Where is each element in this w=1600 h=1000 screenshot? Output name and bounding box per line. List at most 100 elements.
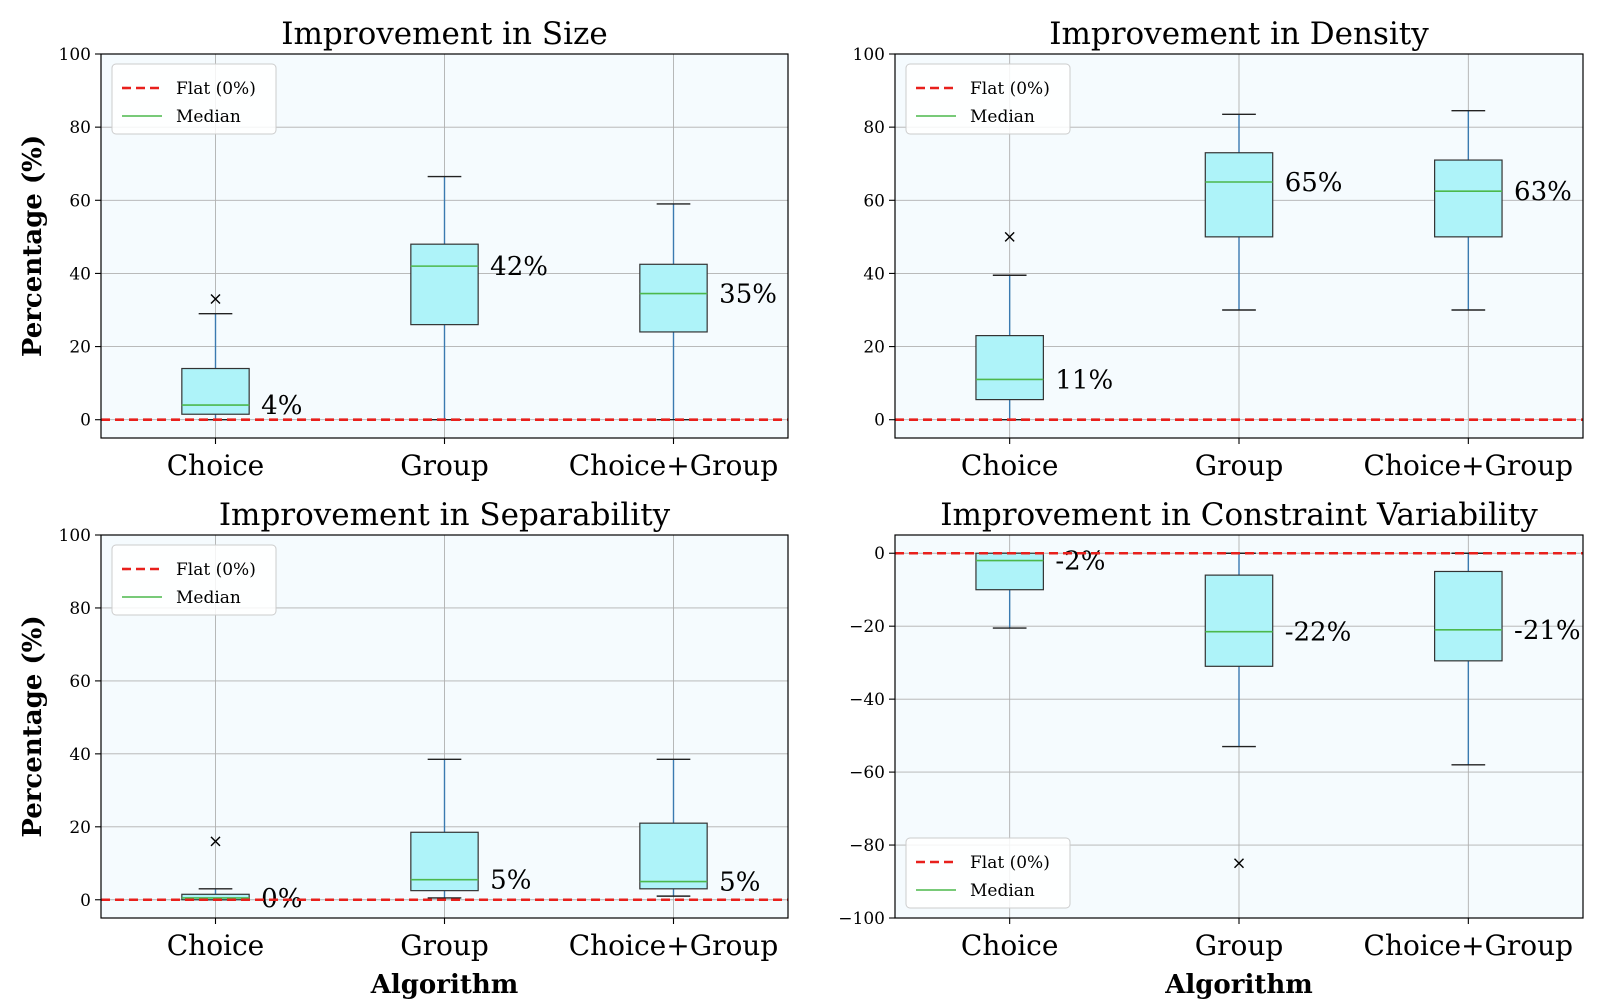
y-tick-label: −20: [849, 617, 885, 637]
y-tick-label: 0: [80, 411, 91, 431]
legend: Flat (0%) Median: [111, 544, 277, 616]
flier-marker: [210, 294, 221, 305]
box-group: 42%: [410, 175, 548, 421]
box-rect: [639, 822, 708, 890]
x-tick-label: Choice+Group: [1364, 929, 1574, 962]
legend: Flat (0%) Median: [111, 63, 277, 135]
box-rect: [1204, 152, 1274, 238]
flier-stroke: [1234, 858, 1244, 869]
median-label: 5%: [719, 868, 760, 898]
y-tick-label: 100: [59, 526, 91, 546]
x-tick-label: Choice+Group: [569, 449, 779, 482]
chart-panel-1: 4% 42% 35% 0 20 40 60 80 100 Choice Group Choice+Gr…: [18, 16, 789, 482]
median-label: 65%: [1285, 168, 1343, 198]
y-tick-label: 20: [863, 338, 885, 358]
legend-flat-label: Flat (0%): [176, 560, 256, 580]
x-tick-label: Group: [400, 929, 489, 962]
box-rect: [410, 831, 479, 892]
x-tick-label: Choice: [961, 449, 1059, 482]
box-choice-group: 5%: [639, 758, 760, 898]
box-rect: [1204, 574, 1274, 667]
y-tick-label: −40: [849, 690, 885, 710]
y-tick-label: 80: [69, 599, 91, 619]
y-axis-label: Percentage (%): [18, 135, 48, 357]
box-rect: [975, 552, 1044, 591]
box-rect: [1434, 570, 1503, 662]
y-tick-label: 0: [874, 544, 885, 564]
legend-median-label: Median: [970, 881, 1035, 901]
box-rect: [1434, 159, 1503, 238]
legend-flat-label: Flat (0%): [176, 79, 256, 99]
box-choice: -2%: [975, 547, 1105, 629]
chart-title: Improvement in Size: [281, 16, 607, 52]
legend: Flat (0%) Median: [905, 63, 1071, 135]
y-axis-label: Percentage (%): [18, 615, 48, 837]
chart-panel-2: 11% 65% 63% 0 20 40 60 80 100 Choice Group Choice+G…: [853, 16, 1584, 482]
x-tick-label: Choice+Group: [1364, 449, 1574, 482]
box-choice-group: 63%: [1434, 109, 1572, 311]
y-tick-label: 60: [69, 191, 91, 211]
y-tick-label: 100: [59, 45, 91, 65]
flier-stroke: [210, 836, 221, 847]
chart-title: Improvement in Separability: [219, 497, 671, 533]
y-tick-label: 60: [69, 672, 91, 692]
x-tick-label: Group: [1195, 929, 1284, 962]
y-tick-label: −100: [838, 909, 885, 929]
y-tick-label: −60: [849, 763, 885, 783]
box-group: 5%: [410, 758, 531, 899]
legend-flat-label: Flat (0%): [970, 853, 1050, 873]
y-tick-label: 40: [863, 264, 885, 284]
box-choice-group: -21%: [1434, 552, 1581, 766]
box-rect: [975, 335, 1044, 401]
median-label: 35%: [719, 280, 777, 310]
box-group: 65%: [1204, 113, 1343, 311]
median-label: 42%: [490, 252, 548, 282]
flier-marker: [1004, 231, 1015, 242]
y-tick-label: 60: [863, 191, 885, 211]
median-label: -2%: [1055, 547, 1105, 577]
y-tick-label: 20: [69, 338, 91, 358]
flier-stroke: [210, 294, 221, 305]
chart-title: Improvement in Constraint Variability: [940, 497, 1538, 533]
legend: Flat (0%) Median: [905, 837, 1071, 909]
median-label: 0%: [261, 884, 302, 914]
chart-panel-3: 0% 5% 5% 0 20 40 60 80 100 Choice Group Choice+Grou…: [18, 497, 789, 1000]
box-rect: [410, 243, 479, 326]
median-label: 5%: [490, 866, 531, 896]
median-label: 11%: [1055, 365, 1113, 395]
legend-median-label: Median: [176, 107, 241, 127]
x-axis-label: Algorithm: [1164, 970, 1313, 1000]
y-tick-label: 100: [853, 45, 885, 65]
legend-median-label: Median: [970, 107, 1035, 127]
x-axis-label: Algorithm: [370, 970, 519, 1000]
y-tick-label: −80: [849, 836, 885, 856]
legend-median-label: Median: [176, 588, 241, 608]
median-label: 63%: [1514, 177, 1572, 207]
x-tick-label: Choice: [961, 929, 1059, 962]
y-tick-label: 80: [69, 118, 91, 138]
flier-marker: [210, 836, 221, 847]
x-tick-label: Choice: [167, 929, 265, 962]
x-tick-label: Choice+Group: [569, 929, 779, 962]
y-tick-label: 0: [874, 411, 885, 431]
legend-flat-label: Flat (0%): [970, 79, 1050, 99]
median-label: -22%: [1285, 618, 1352, 648]
flier-stroke: [1004, 231, 1015, 242]
y-tick-label: 40: [69, 264, 91, 284]
box-rect: [181, 367, 250, 415]
chart-panel-4: -2% -22% -21% 0 −20 −40 −60 −80 −100 Choice Group C…: [838, 497, 1584, 1000]
chart-title: Improvement in Density: [1049, 16, 1429, 52]
x-tick-label: Choice: [167, 449, 265, 482]
x-tick-label: Group: [1195, 449, 1284, 482]
box-choice-group: 35%: [639, 203, 777, 421]
median-label: 4%: [261, 391, 302, 421]
box-choice: 11%: [975, 231, 1113, 421]
x-tick-label: Group: [400, 449, 489, 482]
median-label: -21%: [1514, 616, 1581, 646]
y-tick-label: 40: [69, 745, 91, 765]
box-choice: 4%: [181, 294, 302, 421]
y-tick-label: 20: [69, 818, 91, 838]
box-rect: [639, 263, 708, 333]
y-tick-label: 80: [863, 118, 885, 138]
